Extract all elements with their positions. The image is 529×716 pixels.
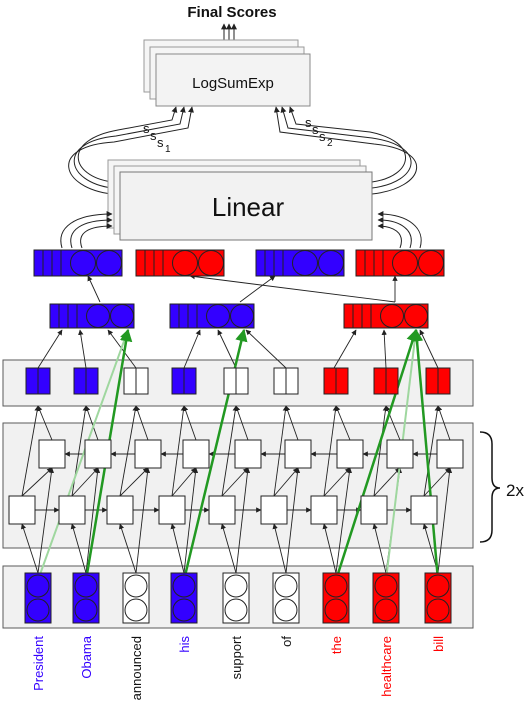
lstm-cell-upper [234, 439, 262, 469]
s1-label-a: s [143, 121, 150, 136]
layer-count-label: 2x [506, 481, 524, 500]
word-label: President [31, 636, 46, 691]
word-embedding [122, 572, 150, 624]
word-label: Obama [79, 635, 94, 678]
word-feature-cell [73, 367, 99, 395]
s1-subscript: 1 [165, 144, 171, 155]
span-to-pair-lines [87, 273, 398, 303]
word-feature-cells [25, 367, 451, 395]
lstm-cell-lower [260, 495, 288, 525]
word-feature-cell [425, 367, 451, 395]
word-label: bill [431, 636, 446, 652]
linear-to-logsumexp-left [68, 106, 194, 195]
word-embedding [222, 572, 250, 624]
bilstm-cells [8, 439, 464, 525]
lstm-cell-upper [38, 439, 66, 469]
s2-label-b: s [312, 122, 319, 137]
vector [135, 249, 225, 277]
lstm-cell-lower [208, 495, 236, 525]
word-label: his [177, 636, 192, 653]
lstm-cell-lower [106, 495, 134, 525]
lstm-cell-upper [182, 439, 210, 469]
word-feature-cell [223, 367, 249, 395]
word-embedding [24, 572, 52, 624]
lstm-cell-upper [386, 439, 414, 469]
s1-label-c: s [157, 135, 164, 150]
word-label: support [229, 636, 244, 680]
word-feature-cell [273, 367, 299, 395]
word-feature-cell [323, 367, 349, 395]
span-score-s1: s s s 1 [143, 121, 171, 155]
s2-label-c: s [319, 129, 326, 144]
word-label: healthcare [379, 636, 394, 697]
lstm-cell-lower [8, 495, 36, 525]
lstm-cell-lower [360, 495, 388, 525]
lstm-cell-upper [336, 439, 364, 469]
lstm-cell-upper [84, 439, 112, 469]
pair-to-linear-arrows [60, 211, 422, 249]
word-feature-cell [25, 367, 51, 395]
logsumexp-label: LogSumExp [192, 75, 274, 92]
lstm-cell-upper [436, 439, 464, 469]
final-scores-label: Final Scores [187, 4, 276, 21]
span-score-s2: s s s 2 [305, 115, 333, 149]
layer-brace [479, 431, 501, 543]
final-score-arrows [221, 23, 237, 40]
lstm-cell-upper [284, 439, 312, 469]
pair-representations [33, 249, 445, 277]
attention-to-span-lines [37, 329, 439, 369]
lstm-cell-lower [58, 495, 86, 525]
word-embedding [72, 572, 100, 624]
vector [49, 303, 135, 329]
word-label: the [329, 636, 344, 654]
word-feature-cell [123, 367, 149, 395]
word-label: of [279, 636, 294, 647]
logsumexp-block [143, 39, 311, 107]
word-embeddings [24, 572, 452, 624]
linear-block [107, 159, 373, 241]
lstm-cell-lower [310, 495, 338, 525]
vector [343, 303, 429, 329]
word-feature-cell [373, 367, 399, 395]
word-feature-cell [171, 367, 197, 395]
vector [169, 303, 255, 329]
span-representations [49, 303, 429, 329]
word-embedding [372, 572, 400, 624]
vector [33, 249, 123, 277]
word-embedding [170, 572, 198, 624]
lstm-cell-upper [134, 439, 162, 469]
s2-label-a: s [305, 115, 312, 130]
lstm-cell-lower [158, 495, 186, 525]
word-embedding [272, 572, 300, 624]
vector [255, 249, 345, 277]
word-embedding [424, 572, 452, 624]
word-labels: President Obama announced his support of the he… [31, 635, 446, 700]
word-label: announced [129, 636, 144, 700]
lstm-cell-lower [410, 495, 438, 525]
linear-to-logsumexp-right [273, 106, 418, 195]
s1-label-b: s [150, 128, 157, 143]
vector [355, 249, 445, 277]
word-embedding [322, 572, 350, 624]
linear-label: Linear [212, 192, 285, 222]
s2-subscript: 2 [327, 138, 333, 149]
